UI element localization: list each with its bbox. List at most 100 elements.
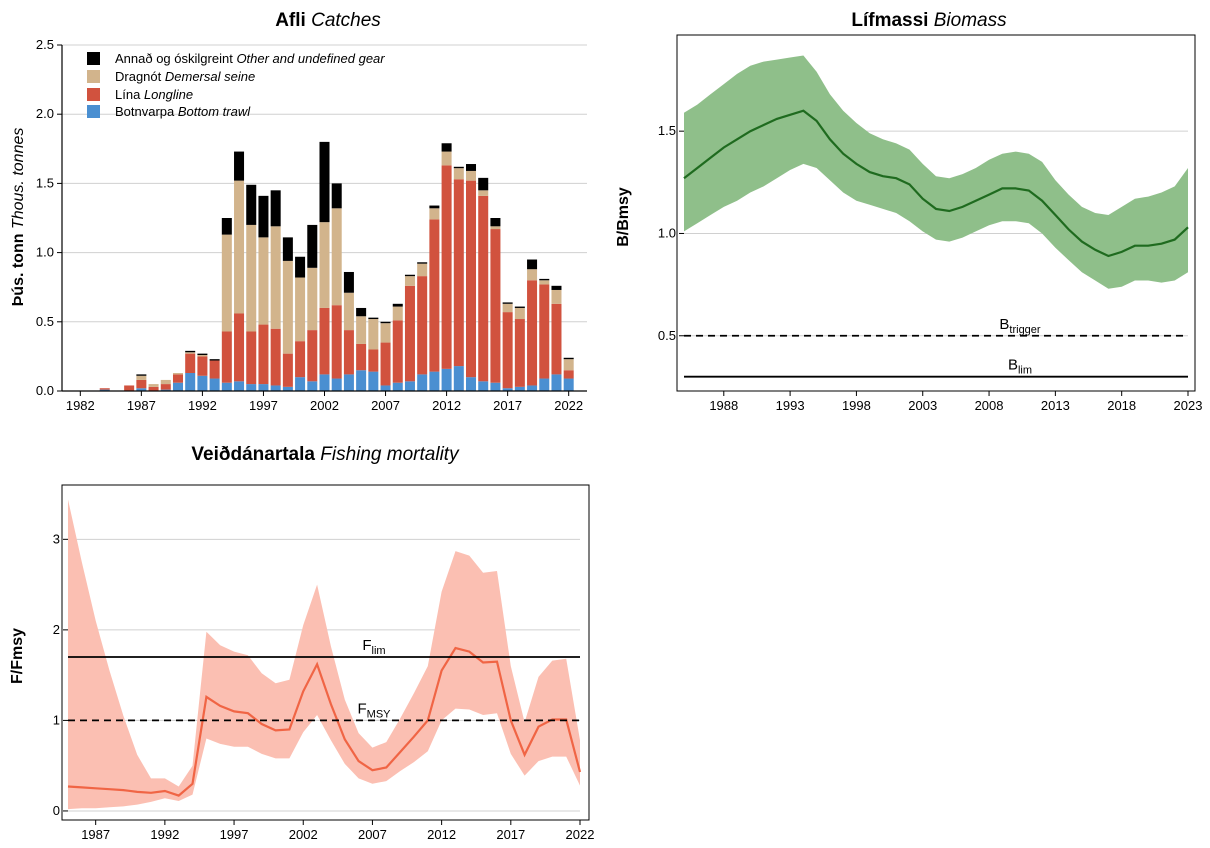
fishing_mortality-x-tick-label: 1997 bbox=[220, 827, 249, 842]
biomass-x-tick-label: 2013 bbox=[1041, 398, 1070, 413]
catches-bar-segment bbox=[258, 384, 269, 391]
biomass-y-tick-label: 0.5 bbox=[658, 328, 676, 343]
fishing-mortality-title-italic: Fishing mortality bbox=[320, 444, 460, 465]
catches-bar-segment bbox=[295, 377, 306, 391]
catches-bar-segment bbox=[282, 260, 293, 354]
catches-bar-segment bbox=[258, 324, 269, 385]
catches-bar-segment bbox=[356, 343, 367, 371]
catches-bar-segment bbox=[392, 306, 403, 321]
catches-bar-segment bbox=[209, 378, 220, 391]
catches-bar-segment bbox=[172, 374, 183, 383]
fishing_mortality-x-tick-label: 1987 bbox=[81, 827, 110, 842]
catches-bar-segment bbox=[429, 205, 440, 209]
fishing-mortality-ylabel: F/Fmsy bbox=[9, 628, 26, 684]
biomass-title-italic: Biomass bbox=[934, 10, 1007, 31]
catches-bar-segment bbox=[429, 219, 440, 372]
fishing_mortality-ref-label-lim: Flim bbox=[362, 637, 385, 657]
legend-swatch-bottom-trawl bbox=[87, 105, 100, 118]
catches-title: Afli Catches bbox=[275, 10, 381, 31]
catches-y-tick-label: 2.5 bbox=[36, 37, 54, 52]
catches-bar-segment bbox=[270, 190, 281, 227]
catches-bar-segment bbox=[343, 330, 354, 375]
catches-bar-segment bbox=[527, 385, 538, 391]
catches-x-tick-label: 1992 bbox=[188, 398, 217, 413]
catches-bar-segment bbox=[270, 385, 281, 391]
catches-bar-segment bbox=[466, 180, 477, 378]
catches-bar-segment bbox=[429, 371, 440, 391]
fishing-mortality-title-bold: Veiðdánartala bbox=[191, 444, 315, 465]
catches-bar-segment bbox=[514, 386, 525, 391]
catches-bar-segment bbox=[514, 319, 525, 387]
catches-bar-segment bbox=[319, 222, 330, 308]
biomass-x-tick-label: 2003 bbox=[908, 398, 937, 413]
catches-bar-segment bbox=[197, 355, 208, 357]
catches-bar-segment bbox=[502, 388, 513, 391]
catches-bar-segment bbox=[221, 218, 232, 235]
fishing-mortality-confidence-band bbox=[68, 499, 580, 810]
catches-bar-segment bbox=[221, 382, 232, 391]
fishing_mortality-y-tick-label: 2 bbox=[53, 622, 60, 637]
biomass-title: Lífmassi Biomass bbox=[851, 10, 1007, 31]
catches-bar-segment bbox=[563, 357, 574, 360]
catches-bar-segment bbox=[527, 280, 538, 386]
catches-bar-segment bbox=[160, 379, 171, 385]
catches-legend: Annað og óskilgreint Other and undefined… bbox=[87, 51, 385, 119]
catches-bar-segment bbox=[234, 180, 245, 314]
catches-bar-segment bbox=[392, 303, 403, 307]
biomass-y-tick-label: 1.5 bbox=[658, 123, 676, 138]
fishing-mortality-x-ticks: 1987 1992 1997 2002 2007 2012 2017 2022 bbox=[81, 820, 594, 842]
catches-bar-segment bbox=[331, 305, 342, 379]
fishing_mortality-x-tick-label: 1992 bbox=[150, 827, 179, 842]
catches-bar-segment bbox=[160, 389, 171, 391]
catches-bar-segment bbox=[307, 224, 318, 268]
catches-bar-segment bbox=[368, 319, 379, 350]
catches-bar-segment bbox=[466, 377, 477, 391]
biomass-x-tick-label: 1993 bbox=[776, 398, 805, 413]
biomass-y-tick-label: 1.0 bbox=[658, 225, 676, 240]
catches-bar-segment bbox=[392, 320, 403, 383]
catches-bar-segment bbox=[331, 208, 342, 306]
catches-bar-segment bbox=[197, 356, 208, 376]
catches-bar-segment bbox=[185, 352, 196, 354]
biomass-x-tick-label: 2023 bbox=[1174, 398, 1203, 413]
legend-label-bottom-trawl: Botnvarpa Bottom trawl bbox=[115, 104, 251, 119]
catches-bar-segment bbox=[148, 384, 159, 387]
fishing_mortality-x-tick-label: 2002 bbox=[289, 827, 318, 842]
catches-x-tick-label: 2012 bbox=[432, 398, 461, 413]
fishing-mortality-y-ticks: 0 1 2 3 bbox=[53, 531, 68, 818]
catches-y-tick-label: 1.5 bbox=[36, 175, 54, 190]
catches-bar-segment bbox=[551, 303, 562, 375]
catches-bar-segment bbox=[246, 184, 257, 225]
catches-bar-segment bbox=[453, 179, 464, 367]
catches-bar-segment bbox=[368, 371, 379, 391]
catches-bar-segment bbox=[307, 267, 318, 331]
catches-bar-segment bbox=[392, 382, 403, 391]
catches-bar-segment bbox=[331, 183, 342, 209]
catches-bar-segment bbox=[441, 143, 452, 152]
catches-bar-segment bbox=[282, 386, 293, 391]
catches-bar-segment bbox=[417, 263, 428, 277]
catches-bar-segment bbox=[502, 302, 513, 304]
catches-bar-segment bbox=[185, 353, 196, 374]
catches-bar-segment bbox=[246, 224, 257, 332]
catches-bar-segment bbox=[136, 374, 147, 376]
catches-x-tick-label: 2002 bbox=[310, 398, 339, 413]
catches-bar-segment bbox=[380, 321, 391, 324]
catches-bar-segment bbox=[466, 164, 477, 171]
catches-bar-segment bbox=[502, 303, 513, 313]
catches-bar-segment bbox=[514, 306, 525, 308]
catches-x-ticks: 1982 1987 1992 1997 2002 2007 2012 2017 2022 bbox=[66, 391, 583, 413]
catches-bar-segment bbox=[295, 277, 306, 342]
biomass-y-ticks: 0.5 1.0 1.5 bbox=[658, 123, 684, 343]
fishing-mortality-reference-lines: Flim FMSY bbox=[68, 637, 580, 722]
legend-label-other: Annað og óskilgreint Other and undefined… bbox=[115, 51, 385, 66]
biomass-x-tick-label: 1988 bbox=[709, 398, 738, 413]
catches-x-tick-label: 2017 bbox=[493, 398, 522, 413]
catches-x-tick-label: 2022 bbox=[554, 398, 583, 413]
catches-bar-segment bbox=[563, 359, 574, 371]
catches-bar-segment bbox=[307, 330, 318, 382]
catches-bar-segment bbox=[136, 388, 147, 391]
biomass-reference-lines: Btrigger Blim bbox=[684, 316, 1188, 378]
catches-bar-segment bbox=[221, 331, 232, 383]
